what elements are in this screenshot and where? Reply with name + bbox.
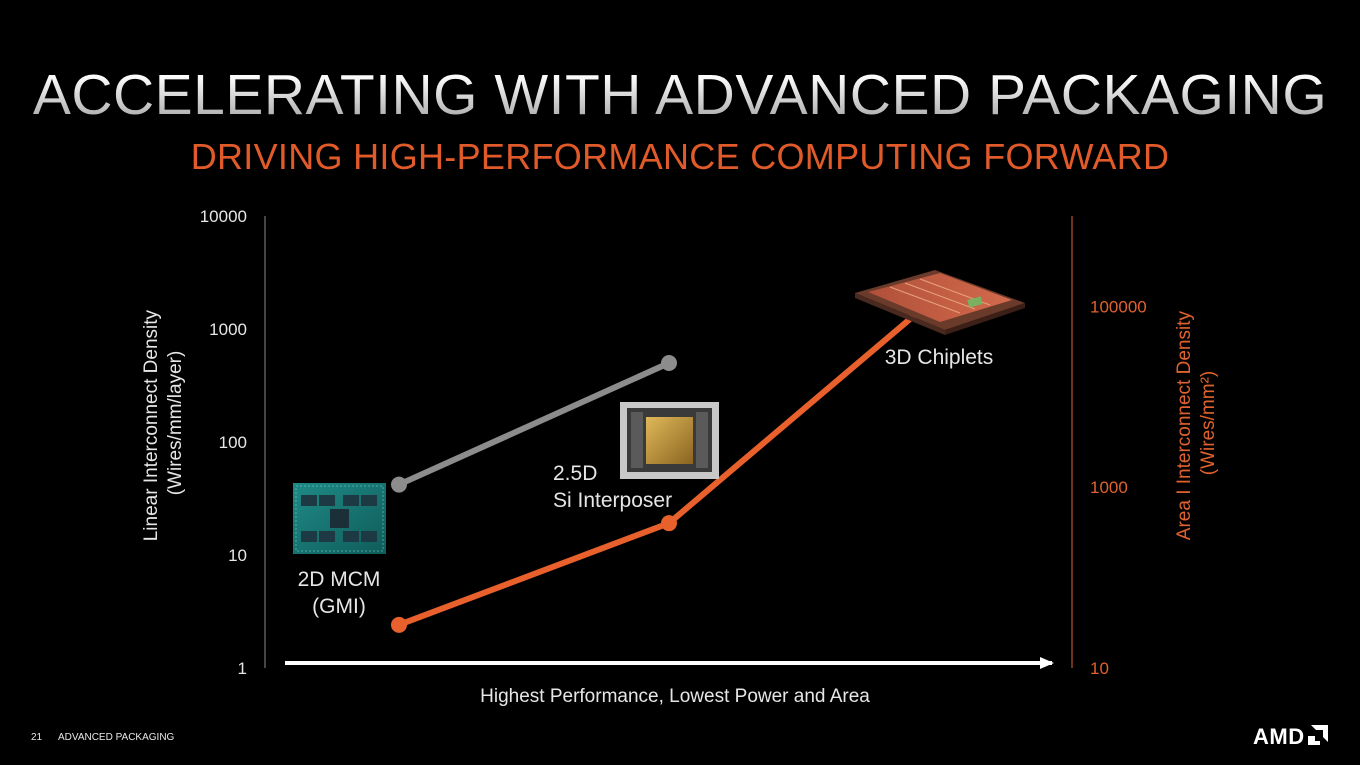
left-axis-ticks: 1 10 100 1000 10000 — [200, 207, 247, 678]
left-axis-label: Linear Interconnect Density (Wires/mm/la… — [141, 305, 186, 542]
category-label-line: (GMI) — [312, 595, 366, 618]
right-tick-label: 100000 — [1090, 297, 1147, 316]
right-tick-label: 1000 — [1090, 478, 1128, 497]
left-tick-label: 10 — [228, 546, 247, 565]
right-axis-label-line-2: (Wires/mm²) — [1198, 371, 1219, 475]
category-label-line: 2D MCM — [298, 568, 381, 591]
category-label: 2.5D Si Interposer — [553, 462, 672, 512]
category-label-line: Si Interposer — [553, 489, 672, 512]
x-axis-label: Highest Performance, Lowest Power and Ar… — [480, 686, 870, 707]
category-label-line: 3D Chiplets — [885, 346, 994, 369]
footer-label: ADVANCED PACKAGING — [58, 732, 175, 743]
series-line — [397, 360, 671, 488]
3d-chiplet-stack-icon — [855, 270, 1025, 335]
right-axis-label: Area I Interconnect Density (Wires/mm²) — [1174, 306, 1219, 540]
left-tick-label: 1000 — [209, 320, 247, 339]
2d-mcm-chip-icon — [293, 483, 386, 554]
amd-logo: AMD — [1253, 724, 1329, 752]
interposer-chip-icon — [620, 402, 719, 479]
category-label: 2D MCM (GMI) — [298, 568, 381, 618]
left-tick-label: 10000 — [200, 207, 247, 226]
left-tick-label: 1 — [238, 659, 247, 678]
right-axis-ticks: 10 1000 100000 — [1090, 297, 1147, 678]
data-point — [661, 355, 677, 372]
left-axis-label-line-2: (Wires/mm/layer) — [165, 351, 186, 496]
left-tick-label: 100 — [219, 433, 247, 452]
data-point — [391, 616, 407, 633]
amd-arrow-icon — [1307, 724, 1329, 752]
data-point — [391, 476, 407, 493]
right-axis-label-line-1: Area I Interconnect Density — [1174, 311, 1195, 541]
category-label: 3D Chiplets — [885, 346, 994, 369]
data-point — [661, 515, 677, 532]
series-layer — [391, 288, 945, 633]
page-number: 21 — [31, 732, 43, 743]
right-tick-label: 10 — [1090, 659, 1109, 678]
left-axis-label-line-1: Linear Interconnect Density — [141, 309, 162, 541]
slide-subtitle: DRIVING HIGH-PERFORMANCE COMPUTING FORWA… — [190, 136, 1170, 177]
category-labels: 2D MCM (GMI) 2.5D Si Interposer 3D Chiplets — [298, 346, 994, 618]
slide-title: ACCELERATING WITH ADVANCED PACKAGING — [0, 62, 1360, 128]
amd-logo-text: AMD — [1253, 724, 1305, 749]
category-label-line: 2.5D — [553, 462, 597, 485]
